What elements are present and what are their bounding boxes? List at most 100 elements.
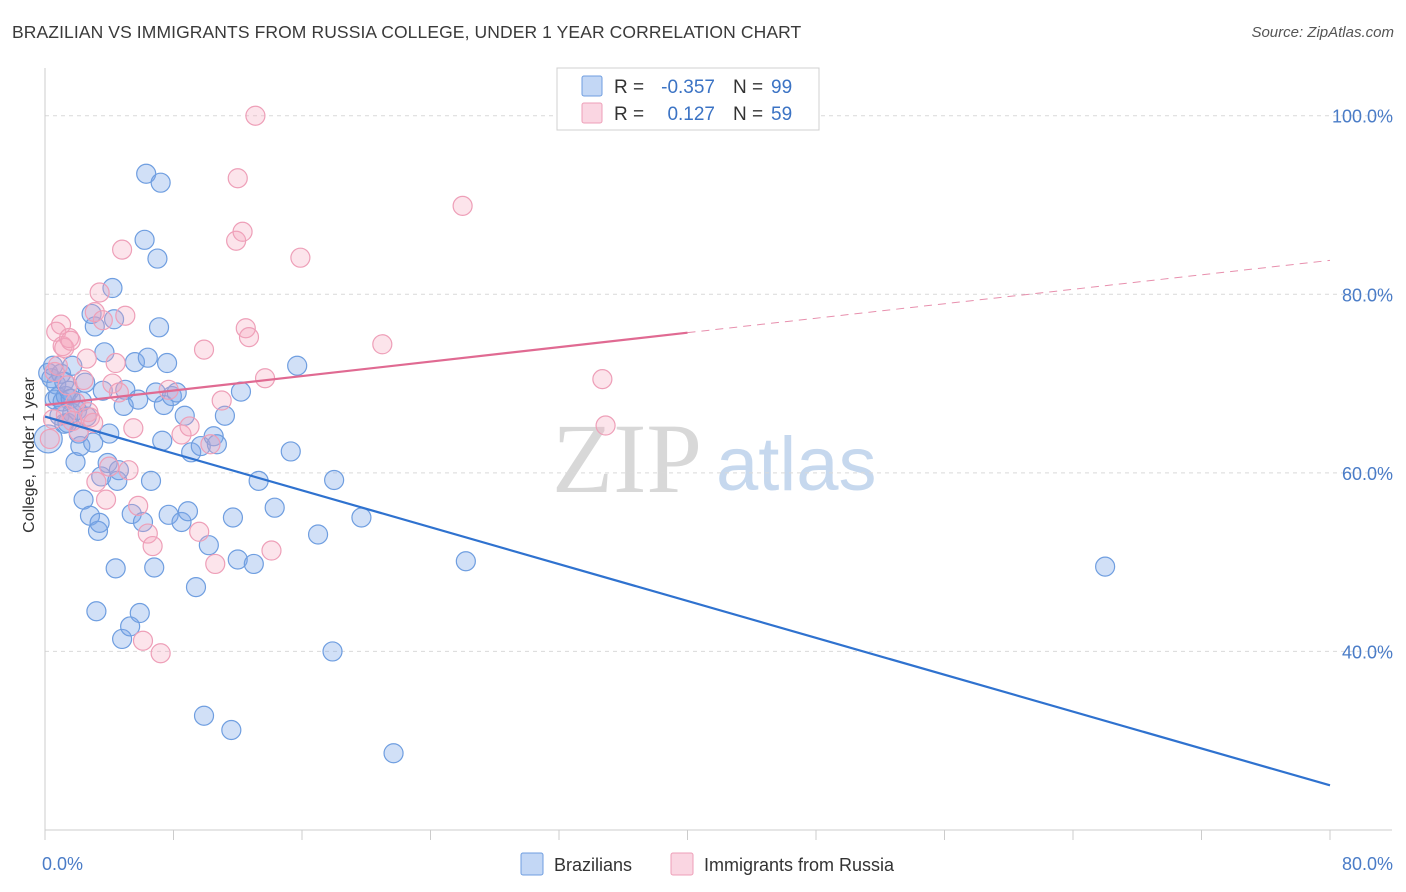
y-tick-label: 60.0% (1342, 464, 1393, 484)
point-russia (123, 418, 144, 439)
point-russia (89, 282, 110, 303)
point-brazilians (147, 248, 168, 269)
legend-n-value: 99 (771, 77, 792, 98)
point-brazilians (177, 501, 199, 522)
bottom-legend: Brazilians Immigrants from Russia (520, 852, 895, 876)
point-russia (150, 643, 171, 664)
point-brazilians (121, 503, 142, 525)
legend-r-label: R = (614, 77, 644, 98)
point-brazilians (103, 309, 125, 330)
point-russia (95, 489, 117, 510)
point-russia (76, 348, 97, 369)
point-brazilians (193, 705, 215, 726)
point-brazilians (136, 163, 157, 184)
point-russia (245, 105, 266, 126)
point-russia (60, 330, 81, 351)
point-russia (372, 334, 393, 355)
x-tick-label: 0.0% (42, 854, 83, 874)
point-brazilians (33, 424, 63, 454)
point-brazilians (243, 553, 264, 575)
point-brazilians (144, 557, 165, 578)
point-brazilians (99, 423, 120, 444)
point-russia (39, 428, 60, 450)
watermark-zip: ZIP (552, 403, 702, 514)
point-brazilians (94, 342, 115, 363)
point-brazilians (227, 549, 248, 570)
point-brazilians (134, 229, 155, 250)
point-russia (238, 327, 260, 348)
trend-line-russia (44, 331, 688, 407)
point-russia (73, 369, 94, 391)
watermark-atlas: atlas (716, 422, 877, 507)
point-russia (142, 535, 163, 557)
point-russia (290, 247, 311, 268)
point-russia (128, 495, 149, 516)
point-russia (171, 424, 192, 445)
point-brazilians (148, 317, 170, 338)
point-russia (84, 302, 105, 323)
bottom-legend-swatch-blue (520, 852, 544, 876)
point-brazilians (89, 512, 110, 533)
point-russia (211, 390, 232, 411)
trend-line-russia-extension (687, 259, 1331, 334)
point-russia (227, 168, 248, 189)
point-russia (92, 310, 113, 331)
point-russia (232, 221, 253, 242)
point-russia (83, 412, 104, 433)
point-russia (115, 305, 136, 326)
legend-swatch-blue (581, 75, 603, 97)
axes (44, 68, 1392, 840)
point-brazilians (81, 303, 102, 325)
point-brazilians (132, 511, 154, 533)
point-brazilians (137, 347, 158, 368)
point-brazilians (158, 504, 179, 525)
point-brazilians (351, 507, 372, 528)
trend-lines (44, 259, 1331, 787)
point-brazilians (84, 316, 105, 337)
point-russia (108, 382, 129, 403)
legend-swatch-pink (581, 102, 603, 124)
point-brazilians (65, 452, 86, 473)
point-russia (595, 415, 616, 436)
bottom-legend-swatch-pink (670, 852, 694, 876)
point-brazilians (1095, 556, 1116, 577)
point-russia (105, 352, 126, 374)
point-brazilians (455, 551, 476, 572)
tick-labels: 40.0% 60.0% 80.0% 100.0% 0.0% 80.0% (42, 107, 1393, 874)
legend-r-value: -0.357 (661, 77, 715, 98)
point-brazilians (166, 382, 187, 403)
legend-n-label: N = (733, 77, 763, 98)
point-russia (254, 368, 276, 389)
watermark: ZIP atlas (552, 403, 877, 514)
point-brazilians (185, 577, 207, 598)
chart-title: BRAZILIAN VS IMMIGRANTS FROM RUSSIA COLL… (12, 22, 802, 42)
point-brazilians (87, 520, 109, 541)
point-brazilians (203, 426, 224, 447)
point-russia (193, 339, 215, 360)
point-russia (189, 521, 210, 542)
point-brazilians (171, 511, 192, 533)
point-russia (99, 456, 120, 477)
point-brazilians (140, 470, 162, 491)
point-brazilians (97, 452, 118, 474)
point-russia (452, 195, 473, 216)
point-brazilians (129, 602, 150, 624)
y-tick-label: 100.0% (1332, 107, 1393, 127)
point-brazilians (111, 628, 133, 650)
point-brazilians (206, 434, 227, 455)
point-russia (592, 369, 613, 390)
point-brazilians (264, 497, 285, 518)
point-brazilians (150, 172, 171, 193)
point-russia (57, 375, 78, 396)
source-credit: Source: ZipAtlas.com (1251, 24, 1394, 41)
point-russia (118, 460, 139, 481)
legend-n-value: 59 (771, 104, 792, 125)
point-russia (111, 239, 133, 260)
legend-r-value: 0.127 (667, 104, 715, 125)
point-brazilians (105, 558, 126, 579)
point-brazilians (86, 601, 107, 622)
legend-n-label: N = (733, 104, 763, 125)
point-russia (137, 523, 158, 544)
point-brazilians (222, 507, 244, 528)
